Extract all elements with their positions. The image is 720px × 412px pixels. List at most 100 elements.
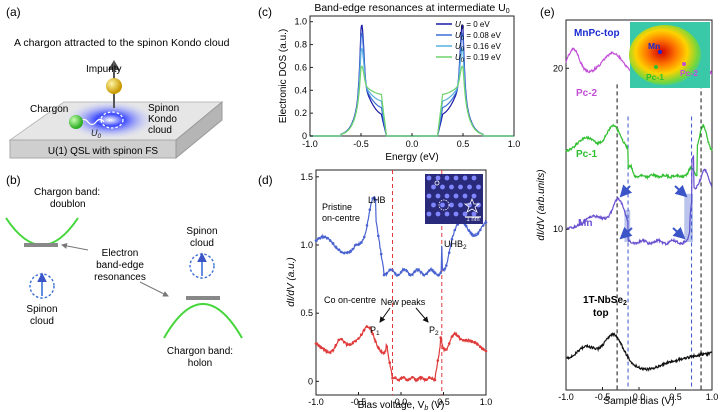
d-point-0-25 bbox=[386, 272, 389, 275]
d-point-0-26 bbox=[388, 269, 391, 272]
c-ytick-label-0: 0 bbox=[302, 131, 307, 141]
d-point-0-12 bbox=[349, 250, 352, 253]
d-point-0-15 bbox=[357, 243, 360, 246]
d-ytick-label-3: 1.5 bbox=[300, 172, 313, 182]
co-label: Co on-centre bbox=[324, 295, 376, 305]
d-point-0-9 bbox=[340, 251, 343, 254]
d-point-1-51 bbox=[459, 338, 462, 341]
chargon-ball bbox=[69, 115, 83, 129]
resonance-label-3: resonances bbox=[94, 272, 146, 283]
inset-atom bbox=[431, 185, 436, 190]
map-pc1-dot bbox=[654, 65, 658, 69]
d-point-0-54 bbox=[468, 229, 471, 232]
d-ytick-label-2: 1.0 bbox=[300, 240, 313, 250]
impurity-label: Impurity bbox=[86, 64, 122, 75]
panel-d-label: (d) bbox=[258, 173, 273, 187]
resonance-arrow-lower bbox=[140, 282, 168, 296]
d-point-1-15 bbox=[357, 337, 360, 340]
holon-label-1: Chargon band: bbox=[167, 346, 233, 357]
d-point-1-40 bbox=[428, 376, 431, 379]
d-point-0-40 bbox=[428, 269, 431, 272]
blue-arrow-mn-right bbox=[673, 228, 684, 238]
panel-c-ylabel: Electronic DOS (a.u.) bbox=[278, 29, 289, 123]
d-point-0-2 bbox=[320, 236, 323, 239]
d-point-1-1 bbox=[318, 344, 321, 347]
d-point-1-57 bbox=[476, 343, 479, 346]
d-point-0-6 bbox=[332, 242, 335, 245]
map-pc2-label: Pc-2 bbox=[680, 68, 698, 78]
d-point-0-11 bbox=[346, 252, 349, 255]
d-point-1-10 bbox=[343, 341, 346, 344]
d-point-0-59 bbox=[482, 224, 485, 227]
d-point-0-49 bbox=[454, 229, 457, 232]
p2-label: P2 bbox=[429, 325, 439, 337]
d-point-1-53 bbox=[465, 339, 468, 342]
d-point-1-6 bbox=[332, 349, 335, 352]
d-point-1-4 bbox=[326, 351, 329, 354]
d-point-0-58 bbox=[479, 229, 482, 232]
inset-atom bbox=[472, 176, 477, 181]
impurity-atom bbox=[106, 78, 122, 94]
d-point-0-47 bbox=[448, 252, 451, 255]
inset-atom bbox=[436, 194, 441, 199]
legend-label-3: U0 = 0.19 eV bbox=[455, 53, 501, 64]
lhb-label: LHB bbox=[368, 195, 386, 205]
d-point-0-29 bbox=[397, 274, 400, 277]
d-ytick-label-1: 0.5 bbox=[300, 308, 313, 318]
d-point-1-52 bbox=[462, 339, 465, 342]
holon-label-2: holon bbox=[188, 358, 212, 369]
mn-label: Mn bbox=[578, 218, 592, 229]
c-xtick-label-1: -0.5 bbox=[353, 139, 369, 149]
inset-atom bbox=[472, 212, 477, 217]
holon-band-curve bbox=[164, 304, 242, 338]
d-point-1-48 bbox=[451, 335, 454, 338]
inset-atom bbox=[458, 185, 463, 190]
dos-line-3 bbox=[310, 66, 514, 136]
inset-atom bbox=[436, 176, 441, 181]
qsl-label: U(1) QSL with spinon FS bbox=[48, 146, 159, 157]
map-pc1-label: Pc-1 bbox=[646, 72, 664, 82]
d-point-1-50 bbox=[456, 335, 459, 338]
inset-atom bbox=[427, 194, 432, 199]
d-point-0-14 bbox=[354, 244, 357, 247]
inset-atom bbox=[476, 185, 481, 190]
e-ytick-label-0: 10 bbox=[553, 224, 563, 234]
e-ytick-label-1: 20 bbox=[553, 63, 563, 73]
d-point-1-21 bbox=[374, 340, 377, 343]
d-point-0-23 bbox=[380, 253, 383, 256]
spinon-cloud-left-label-2: cloud bbox=[30, 316, 54, 327]
panel-a: (a) A chargon attracted to the spinon Ko… bbox=[6, 5, 230, 158]
mn-resonance-shade-right bbox=[684, 194, 693, 242]
pristine-label-1: Pristine bbox=[322, 202, 352, 212]
d-point-1-33 bbox=[408, 378, 411, 381]
d-point-1-25 bbox=[386, 346, 389, 349]
inset-atom bbox=[427, 212, 432, 217]
d-point-1-58 bbox=[479, 345, 482, 348]
panel-c-title: Band-edge resonances at intermediate U0 bbox=[314, 2, 509, 15]
d-point-0-7 bbox=[335, 246, 338, 249]
nbse2-label-1: 1T-NbSe2 bbox=[583, 295, 627, 307]
e-xtick-label-4: 1.0 bbox=[706, 392, 719, 402]
c-ytick-label-3: 0.6 bbox=[294, 62, 307, 72]
d-point-1-16 bbox=[360, 333, 363, 336]
c-xtick-label-4: 1.0 bbox=[508, 139, 521, 149]
panel-e: (e) -1.0 -0.5 0.0 0.5 1.0 10 20 Sample bias (V… bbox=[536, 5, 718, 407]
p2-arrow bbox=[416, 308, 428, 322]
d-point-1-44 bbox=[439, 336, 442, 339]
d-line-1 bbox=[316, 326, 486, 381]
panel-e-ylabel: dI/dV (arb.units) bbox=[536, 169, 547, 240]
d-point-0-32 bbox=[405, 270, 408, 273]
doublon-label-1: Chargon band: bbox=[34, 187, 100, 198]
d-point-0-27 bbox=[391, 269, 394, 272]
inset-atom bbox=[463, 194, 468, 199]
d-point-0-33 bbox=[408, 273, 411, 276]
panel-a-title: A chargon attracted to the spinon Kondo … bbox=[14, 37, 230, 49]
blue-arrow-pc1-left bbox=[621, 186, 630, 196]
d-point-1-9 bbox=[340, 338, 343, 341]
resonance-arrow-upper bbox=[62, 245, 88, 250]
inset-atom bbox=[454, 194, 459, 199]
inset-atom bbox=[454, 212, 459, 217]
d-point-1-26 bbox=[388, 361, 391, 364]
resonance-label-2: band-edge bbox=[96, 260, 144, 271]
d-point-1-13 bbox=[352, 342, 355, 345]
